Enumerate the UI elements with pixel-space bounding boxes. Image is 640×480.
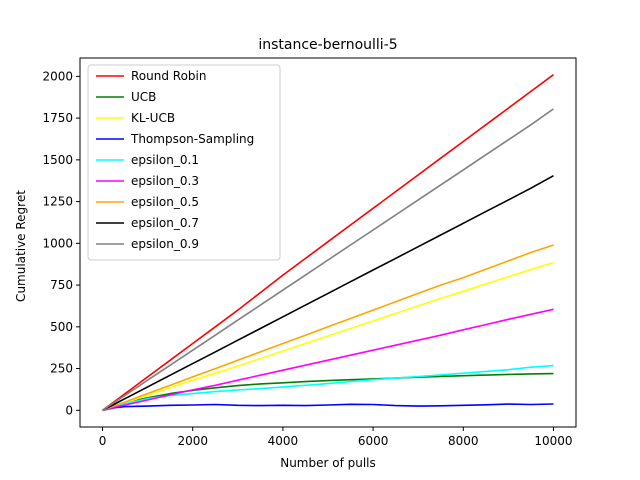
plot-frame: [79, 57, 577, 428]
series-line-0: [102, 74, 554, 411]
x-tick-label-0: 0: [99, 434, 107, 448]
y-tick-label-7: 1750: [42, 111, 73, 125]
x-tick-label-1: 2000: [177, 434, 208, 448]
series-line-2: [102, 261, 554, 412]
chart-title: instance-bernoulli-5: [258, 37, 397, 53]
series-line-8: [102, 108, 554, 411]
legend-label-4: epsilon_0.1: [131, 153, 199, 167]
axes: 0 2000 4000 6000 8000 10000 0 250 500 750 1000 1250…: [42, 57, 577, 448]
y-axis-label: Cumulative Regret: [14, 190, 28, 302]
x-axis-label: Number of pulls: [280, 456, 376, 470]
legend-box: [87, 64, 281, 261]
y-tick-label-3: 750: [50, 278, 73, 292]
legend-label-3: Thompson-Sampling: [130, 132, 254, 146]
series-line-6: [102, 244, 554, 412]
legend-label-6: epsilon_0.5: [131, 195, 199, 209]
x-tick-label-4: 8000: [448, 434, 479, 448]
legend-label-0: Round Robin: [131, 69, 206, 83]
series-line-1: [102, 372, 554, 412]
y-tick-label-8: 2000: [42, 69, 73, 83]
legend-label-8: epsilon_0.9: [131, 237, 199, 251]
x-tick-label-5: 10000: [534, 434, 572, 448]
y-tick-label-5: 1250: [42, 195, 73, 209]
y-tick-label-1: 250: [50, 362, 73, 376]
x-tick-label-2: 4000: [268, 434, 299, 448]
y-tick-label-6: 1500: [42, 153, 73, 167]
legend-label-1: UCB: [131, 90, 156, 104]
legend-label-7: epsilon_0.7: [131, 216, 199, 230]
legend-label-5: epsilon_0.3: [131, 174, 199, 188]
series-line-7: [102, 174, 554, 412]
plot-area: [102, 74, 554, 412]
y-tick-label-2: 500: [50, 320, 73, 334]
legend: Round Robin UCB KL-UCB Thompson-Sampling eps…: [87, 64, 281, 261]
y-tick-label-4: 1000: [42, 236, 73, 250]
series-line-3: [102, 403, 554, 412]
x-tick-label-3: 6000: [358, 434, 389, 448]
series-line-5: [102, 308, 554, 412]
y-tick-label-0: 0: [65, 403, 73, 417]
legend-label-2: KL-UCB: [131, 111, 175, 125]
